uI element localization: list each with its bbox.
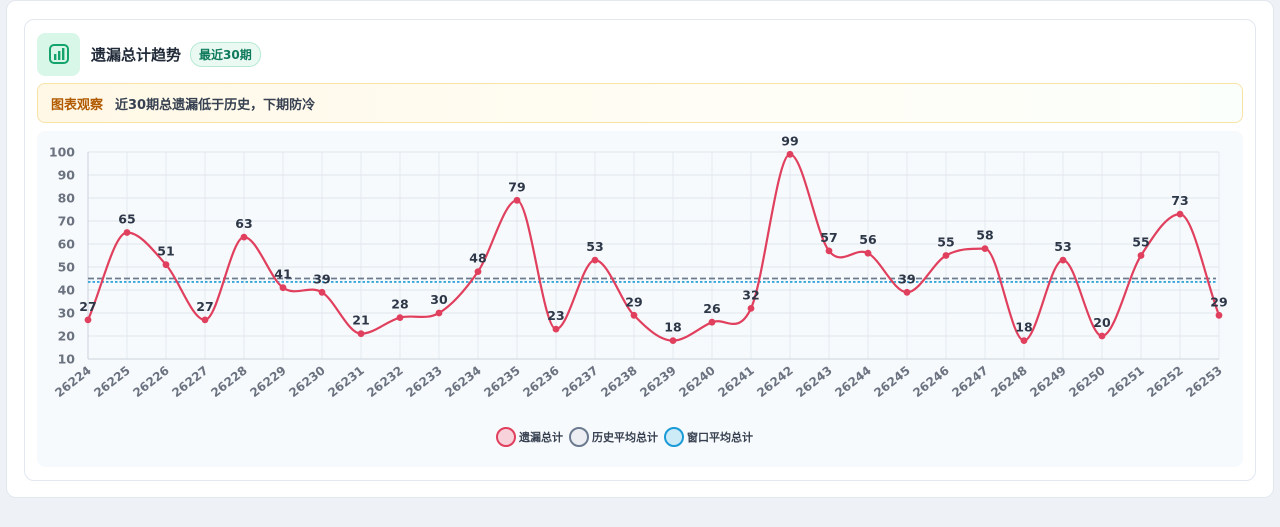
legend-label: 遗漏总计 (519, 431, 563, 444)
legend-item-window-avg[interactable]: 窗口平均总计 (664, 427, 753, 447)
period-badge[interactable]: 最近30期 (190, 41, 261, 67)
card-header: 遗漏总计趋势 最近30期 (37, 32, 261, 76)
legend-item-series[interactable]: 遗漏总计 (496, 427, 563, 447)
insight-banner: 图表观察 近30期总遗漏低于历史，下期防冷 (37, 83, 1243, 123)
legend-swatch-history-avg (569, 427, 589, 447)
chart-legend: 遗漏总计 历史平均总计 窗口平均总计 (496, 427, 759, 447)
legend-swatch-series (496, 427, 516, 447)
legend-label: 历史平均总计 (592, 431, 658, 444)
insight-text: 近30期总遗漏低于历史，下期防冷 (115, 97, 316, 113)
insight-label: 图表观察 (51, 97, 104, 113)
bar-chart-icon (37, 32, 80, 76)
legend-item-history-avg[interactable]: 历史平均总计 (569, 427, 658, 447)
legend-swatch-window-avg (664, 427, 684, 447)
chart-area (37, 131, 1243, 467)
page-title: 遗漏总计趋势 (91, 45, 182, 64)
legend-label: 窗口平均总计 (687, 431, 753, 444)
